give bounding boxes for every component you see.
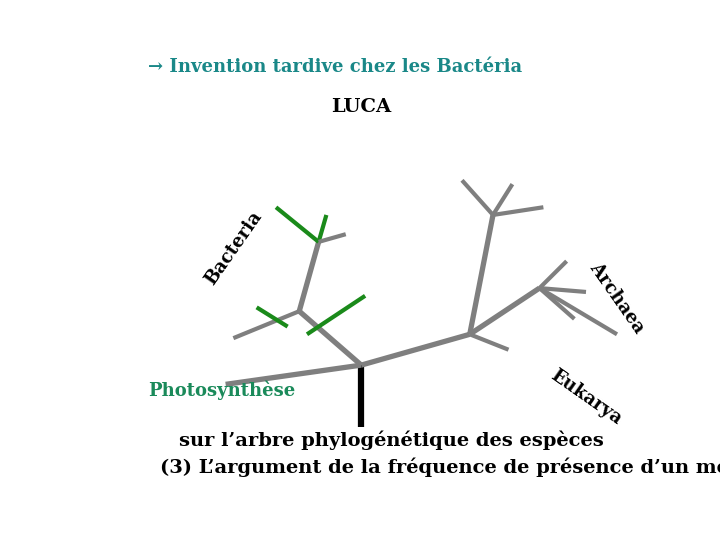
Text: → Invention tardive chez les Bactéria: → Invention tardive chez les Bactéria	[148, 58, 522, 76]
Text: Eukarya: Eukarya	[547, 366, 625, 428]
Text: (3) L’argument de la fréquence de présence d’un metabolisme: (3) L’argument de la fréquence de présen…	[160, 457, 720, 477]
Text: Photosynthèse: Photosynthèse	[148, 381, 295, 400]
Text: Archaea: Archaea	[586, 259, 648, 336]
Text: LUCA: LUCA	[331, 98, 391, 116]
Text: sur l’arbre phylogénétique des espèces: sur l’arbre phylogénétique des espèces	[179, 430, 604, 450]
Text: Bacteria: Bacteria	[202, 208, 266, 288]
